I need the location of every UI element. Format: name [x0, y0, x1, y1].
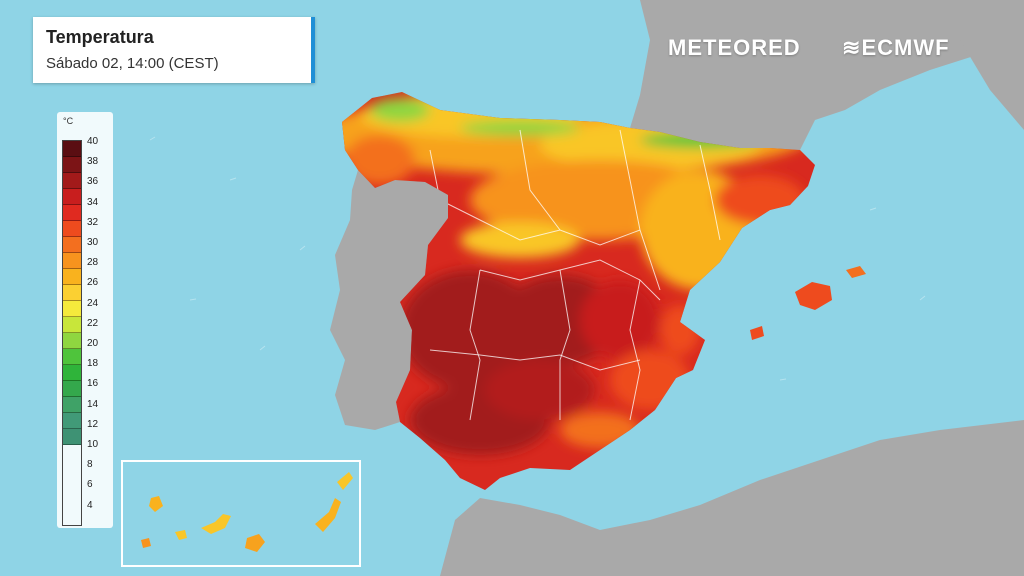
legend-unit: °C	[63, 116, 74, 126]
legend-swatch	[63, 269, 81, 285]
legend-tick-label: 20	[87, 338, 99, 349]
legend-color-bar	[62, 140, 82, 526]
meteored-logo: METEORED	[668, 35, 801, 60]
legend-swatch	[63, 205, 81, 221]
legend-swatch	[63, 221, 81, 237]
legend-tick-label: 18	[87, 358, 99, 370]
map-title: Temperatura	[46, 27, 154, 47]
title-panel: Temperatura Sábado 02, 14:00 (CEST)	[33, 17, 315, 83]
legend-swatch	[63, 317, 81, 333]
temperature-legend: °C 40 38 36 34 32 30 28 26 24 22 20 18 16 14 12 10 8 6 4	[57, 112, 113, 528]
legend-tick-label: 34	[87, 196, 99, 208]
sea-texture	[149, 136, 926, 381]
legend-tick-label: 16	[87, 378, 99, 390]
ecmwf-wave-icon: ≋	[842, 35, 862, 60]
legend-swatch	[63, 413, 81, 429]
legend-tick-label: 40	[87, 136, 99, 147]
canary-islands-map	[141, 472, 353, 552]
legend-swatch	[63, 141, 81, 157]
legend-tick-label: 28	[87, 257, 99, 269]
legend-swatch	[63, 429, 81, 445]
title-accent-bar	[311, 17, 315, 83]
italy-land	[950, 0, 1024, 130]
legend-tick-label: 10	[87, 439, 99, 450]
portugal-land	[330, 170, 448, 430]
legend-tick-label: 36	[87, 176, 99, 188]
legend-tick-label: 8	[87, 459, 93, 471]
legend-swatch	[63, 349, 81, 365]
legend-swatch	[63, 365, 81, 381]
balearic-islands	[750, 266, 866, 340]
legend-tick-label: 22	[87, 317, 99, 329]
legend-swatch	[63, 301, 81, 317]
legend-tick-label: 38	[87, 156, 99, 168]
legend-swatch	[63, 397, 81, 413]
legend-tick-label: 32	[87, 216, 99, 228]
legend-tick-label: 14	[87, 398, 99, 410]
africa-land	[440, 420, 1024, 576]
legend-swatch	[63, 189, 81, 205]
france-land	[630, 0, 1024, 150]
legend-swatch	[63, 157, 81, 173]
legend-tick-label: 30	[87, 237, 99, 248]
canary-islands-inset	[121, 460, 361, 567]
legend-swatch	[63, 285, 81, 301]
legend-swatch	[63, 381, 81, 397]
legend-tick-label: 12	[87, 418, 99, 430]
legend-swatch	[63, 253, 81, 269]
legend-tick-label: 24	[87, 297, 99, 309]
legend-swatch	[63, 173, 81, 189]
legend-tick-label: 4	[87, 499, 93, 511]
ecmwf-logo: ≋ECMWF	[842, 35, 950, 60]
legend-swatch	[63, 333, 81, 349]
legend-swatch	[63, 237, 81, 253]
legend-tick-label: 26	[87, 277, 99, 289]
map-subtitle: Sábado 02, 14:00 (CEST)	[46, 55, 219, 72]
legend-tick-label: 6	[87, 479, 93, 491]
